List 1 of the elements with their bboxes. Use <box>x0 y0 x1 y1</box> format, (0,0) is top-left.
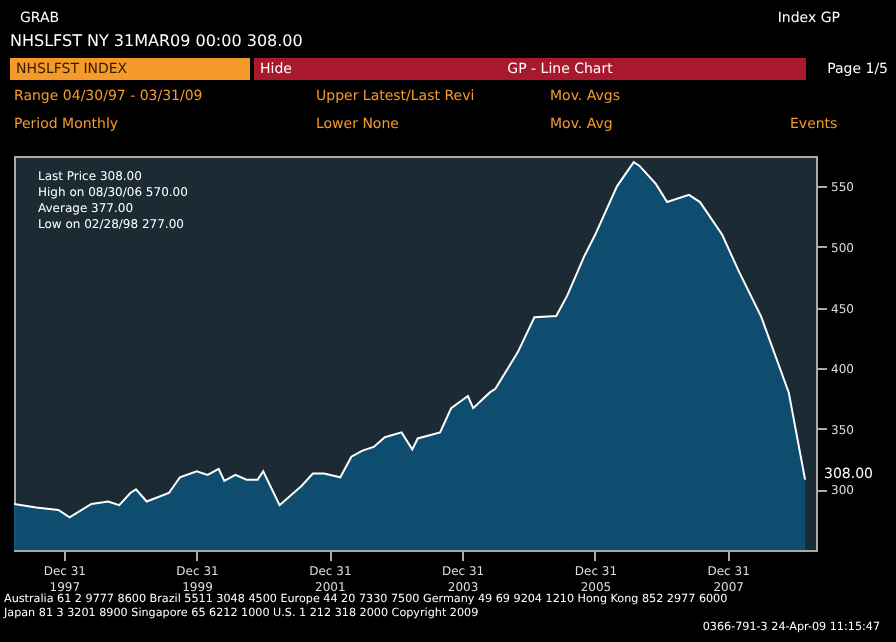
chart-subtitle: NHSLFST NY 31MAR09 00:00 308.00 <box>10 32 303 50</box>
